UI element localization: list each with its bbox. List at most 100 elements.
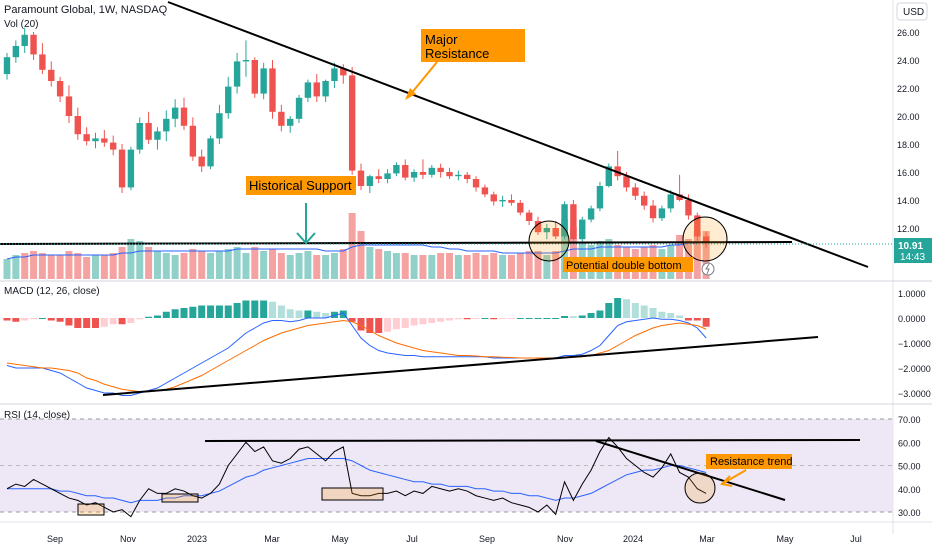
rsi-tick-label: 40.00 [898, 485, 921, 495]
candle-body [428, 167, 435, 175]
candle-body [384, 173, 391, 179]
rsi-line [6, 436, 707, 518]
candle-body [171, 107, 179, 119]
volume-bar [339, 249, 347, 279]
candle-body [446, 172, 453, 177]
macd-histogram-bar [587, 313, 595, 318]
volume-bar [543, 255, 551, 279]
macd-histogram-bar [605, 303, 613, 318]
macd-histogram-bar [171, 309, 179, 318]
macd-histogram-bar [561, 316, 569, 318]
volume-bar [348, 213, 356, 279]
time-tick-label: Mar [264, 534, 280, 544]
resistance-arrow-icon [409, 61, 438, 96]
macd-histogram-bar [215, 305, 223, 318]
candle-body [12, 46, 20, 58]
candle-body [402, 165, 409, 178]
macd-histogram-bar [640, 305, 648, 318]
candle-body [74, 116, 81, 135]
macd-histogram-bar [322, 313, 330, 318]
macd-histogram-bar [693, 318, 701, 321]
time-tick-label: May [776, 534, 794, 544]
macd-histogram-bar [162, 311, 170, 318]
rsi-resistance-trendline [595, 440, 786, 501]
rsi-tick-label: 30.00 [898, 508, 921, 518]
candle-body [570, 204, 577, 240]
candle-body [225, 86, 232, 114]
volume-bar [260, 251, 268, 279]
double-bottom-label-bg [563, 257, 693, 272]
volume-bar [74, 253, 82, 279]
volume-bar [100, 255, 108, 279]
volume-bar [702, 231, 710, 279]
volume-bar [357, 231, 365, 279]
candle-body [649, 205, 657, 219]
macd-histogram-bar [56, 318, 64, 322]
macd-histogram-bar [472, 318, 480, 319]
volume-bar [251, 247, 259, 279]
macd-histogram-bar [649, 308, 657, 318]
candle-body [3, 57, 11, 74]
double-bottom-label: Potential double bottom [566, 260, 682, 272]
volume-bar [277, 253, 285, 279]
macd-histogram-bar [83, 318, 91, 328]
volume-bar [375, 249, 383, 279]
macd-tick-label: −3.0000 [898, 389, 931, 399]
time-tick-label: Nov [557, 534, 574, 544]
macd-histogram-bar [614, 298, 622, 318]
macd-histogram-bar [392, 318, 400, 330]
candle-body [419, 172, 427, 175]
major-resistance-label-line1: Major [425, 32, 458, 47]
candle-body [313, 82, 320, 97]
volume-indicator-label[interactable]: Vol (20) [4, 19, 38, 30]
symbol-title[interactable]: Paramount Global, 1W, NASDAQ [4, 4, 168, 16]
volume-bar [313, 255, 321, 279]
candle-body [534, 221, 542, 233]
macd-histogram-bar [525, 318, 533, 319]
rsi-ma-line [7, 458, 707, 504]
candle-body [39, 54, 46, 70]
candle-body [145, 123, 152, 140]
volume-bar [233, 247, 241, 279]
macd-histogram-bar [375, 318, 383, 333]
candle-body [596, 186, 604, 209]
candle-body [278, 111, 285, 126]
candle-body [517, 202, 524, 213]
volume-bar [38, 253, 46, 279]
volume-ma-line [6, 240, 707, 260]
volume-bar [30, 251, 38, 279]
rsi-axis-ticks: 70.00 60.00 50.00 40.00 30.00 [898, 415, 921, 518]
volume-bar [118, 247, 126, 279]
macd-histogram-bar [499, 318, 507, 319]
volume-bar [3, 259, 11, 279]
macd-histogram-bar [543, 318, 551, 319]
volume-bar [153, 251, 161, 279]
rsi-indicator-label[interactable]: RSI (14, close) [4, 410, 70, 421]
time-tick-label: Sep [47, 534, 63, 544]
rsi-resistance-horizontal [204, 439, 861, 442]
macd-histogram-bar [65, 318, 73, 326]
candle-body [587, 208, 595, 220]
macd-indicator-label[interactable]: MACD (12, 26, close) [4, 286, 100, 297]
rsi-tick-label: 50.00 [898, 462, 921, 472]
last-price-value: 10.91 [898, 241, 923, 252]
candle-body [304, 82, 312, 98]
volume-bar [189, 249, 197, 279]
macd-histogram-bar [313, 311, 321, 318]
macd-histogram-bar [623, 299, 630, 318]
volume-bar [472, 253, 480, 279]
price-tick-label: 24.00 [897, 56, 920, 66]
volume-bar [499, 255, 507, 279]
volume-bar [109, 253, 117, 279]
candle-body [685, 200, 692, 216]
macd-histogram-bar [437, 318, 445, 322]
candle-body [525, 212, 533, 221]
volume-bar [569, 227, 577, 279]
volume-bar [21, 253, 29, 279]
candle-body [242, 60, 250, 62]
volume-bar [136, 241, 144, 279]
macd-histogram-bar [631, 303, 639, 318]
macd-tick-label: −2.0000 [898, 364, 931, 374]
currency-button[interactable] [896, 2, 928, 21]
macd-histogram-bar [3, 318, 11, 321]
